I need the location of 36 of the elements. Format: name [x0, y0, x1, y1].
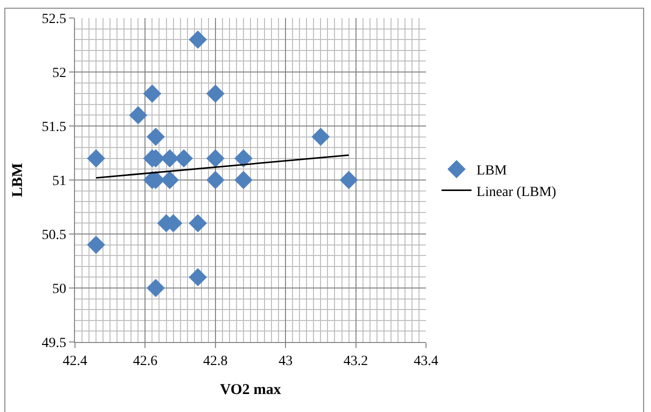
x-tick-label: 42.6	[132, 354, 158, 369]
y-tick-label: 51.5	[42, 120, 66, 135]
y-tick-label: 50.5	[42, 228, 66, 243]
point	[340, 170, 358, 190]
point	[188, 30, 207, 49]
point	[206, 149, 224, 168]
x-axis-title: VO2 max	[220, 382, 282, 398]
y-tick-label: 52	[52, 66, 66, 81]
x-tick-label: 42.8	[203, 354, 228, 369]
point	[206, 84, 224, 103]
y-tick-label: 51	[52, 174, 66, 189]
y-axis-title: LBM	[10, 162, 26, 198]
point	[188, 268, 207, 286]
point	[174, 149, 193, 168]
y-tick-label: 50	[52, 282, 66, 297]
x-tick-label: 43	[278, 354, 293, 369]
point	[188, 214, 207, 232]
y-tick-label: 49.5	[42, 336, 66, 351]
point	[86, 236, 106, 254]
point	[160, 170, 179, 190]
point	[146, 278, 165, 298]
x-tick-label: 43.2	[344, 354, 368, 369]
x-tick-label: 43.4	[414, 354, 438, 369]
legend-label: Linear (LBM)	[476, 184, 557, 200]
point	[143, 84, 162, 103]
point	[312, 128, 330, 146]
x-tick-label: 42.4	[62, 354, 88, 369]
y-tick-label: 52.5	[42, 12, 66, 27]
point	[146, 128, 165, 146]
point	[234, 170, 253, 190]
point	[129, 106, 148, 124]
point	[86, 149, 106, 168]
point	[234, 149, 253, 168]
point	[206, 170, 224, 190]
legend-label: LBM	[476, 164, 508, 179]
point	[160, 149, 179, 168]
